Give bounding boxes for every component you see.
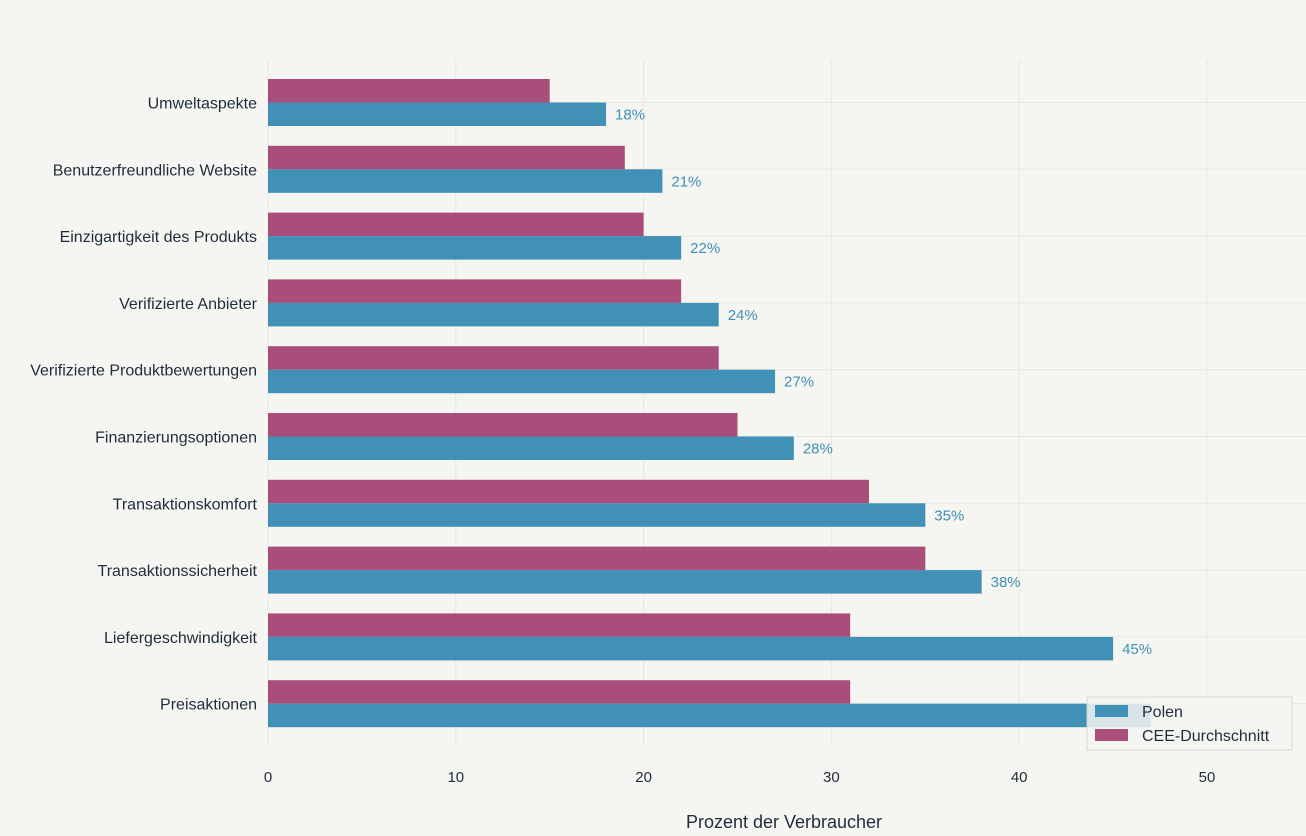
category-label: Finanzierungsoptionen <box>95 430 257 447</box>
bars <box>268 79 1151 728</box>
legend-swatch-polen <box>1095 705 1128 717</box>
data-labels: 18% 21% 22% 24% 27% 28% 35% 38% 45% <box>615 107 1152 658</box>
bar-cee <box>268 413 738 437</box>
bar-polen <box>268 169 663 193</box>
bar-cee <box>268 145 625 170</box>
data-label-polen: 18% <box>615 107 645 124</box>
x-tick-label: 40 <box>1011 769 1028 786</box>
data-label-polen: 21% <box>671 173 701 190</box>
bar-polen <box>268 369 776 394</box>
bar-cee <box>268 479 869 504</box>
bar-polen <box>268 236 682 260</box>
category-label: Transaktionskomfort <box>113 496 258 513</box>
x-tick-label: 0 <box>264 769 272 786</box>
bar-polen <box>268 703 1151 728</box>
legend-label-cee: CEE-Durchschnitt <box>1142 728 1270 745</box>
bar-cee <box>268 346 719 370</box>
category-label: Verifizierte Produktbewertungen <box>30 363 257 380</box>
category-label: Transaktionssicherheit <box>98 563 258 580</box>
category-label: Preisaktionen <box>160 697 257 714</box>
category-label: Liefergeschwindigkeit <box>104 630 258 647</box>
category-label: Einzigartigkeit des Produkts <box>60 229 257 246</box>
bar-polen <box>268 503 926 527</box>
data-label-polen: 45% <box>1122 641 1152 658</box>
data-label-polen: 35% <box>934 507 964 524</box>
category-label: Verifizierte Anbieter <box>119 296 258 313</box>
data-label-polen: 22% <box>690 240 720 257</box>
x-tick-labels: 0 10 20 30 40 50 <box>264 769 1216 786</box>
x-tick-label: 20 <box>635 769 652 786</box>
data-label-polen: 28% <box>803 441 833 458</box>
legend-label-polen: Polen <box>1142 704 1183 721</box>
bar-polen <box>268 302 719 327</box>
bar-polen <box>268 436 794 460</box>
bar-cee <box>268 79 550 103</box>
data-label-polen: 27% <box>784 374 814 391</box>
data-label-polen: 24% <box>728 307 758 324</box>
bar-polen <box>268 102 607 126</box>
bar-cee <box>268 212 644 237</box>
category-label: Benutzerfreundliche Website <box>53 162 257 179</box>
bar-cee <box>268 613 851 637</box>
bar-cee <box>268 279 682 303</box>
x-axis-title: Prozent der Verbraucher <box>686 812 882 832</box>
x-tick-label: 30 <box>823 769 840 786</box>
legend: Polen CEE-Durchschnitt <box>1086 696 1293 751</box>
category-label: Umweltaspekte <box>148 96 257 113</box>
x-tick-label: 10 <box>447 769 464 786</box>
bar-polen <box>268 636 1114 661</box>
x-tick-label: 50 <box>1199 769 1216 786</box>
data-label-polen: 38% <box>991 574 1021 591</box>
legend-swatch-cee <box>1095 729 1128 741</box>
bar-cee <box>268 546 926 571</box>
bar-cee <box>268 680 851 704</box>
bar-polen <box>268 570 982 594</box>
category-labels: Umweltaspekte Benutzerfreundliche Website… <box>30 96 257 714</box>
